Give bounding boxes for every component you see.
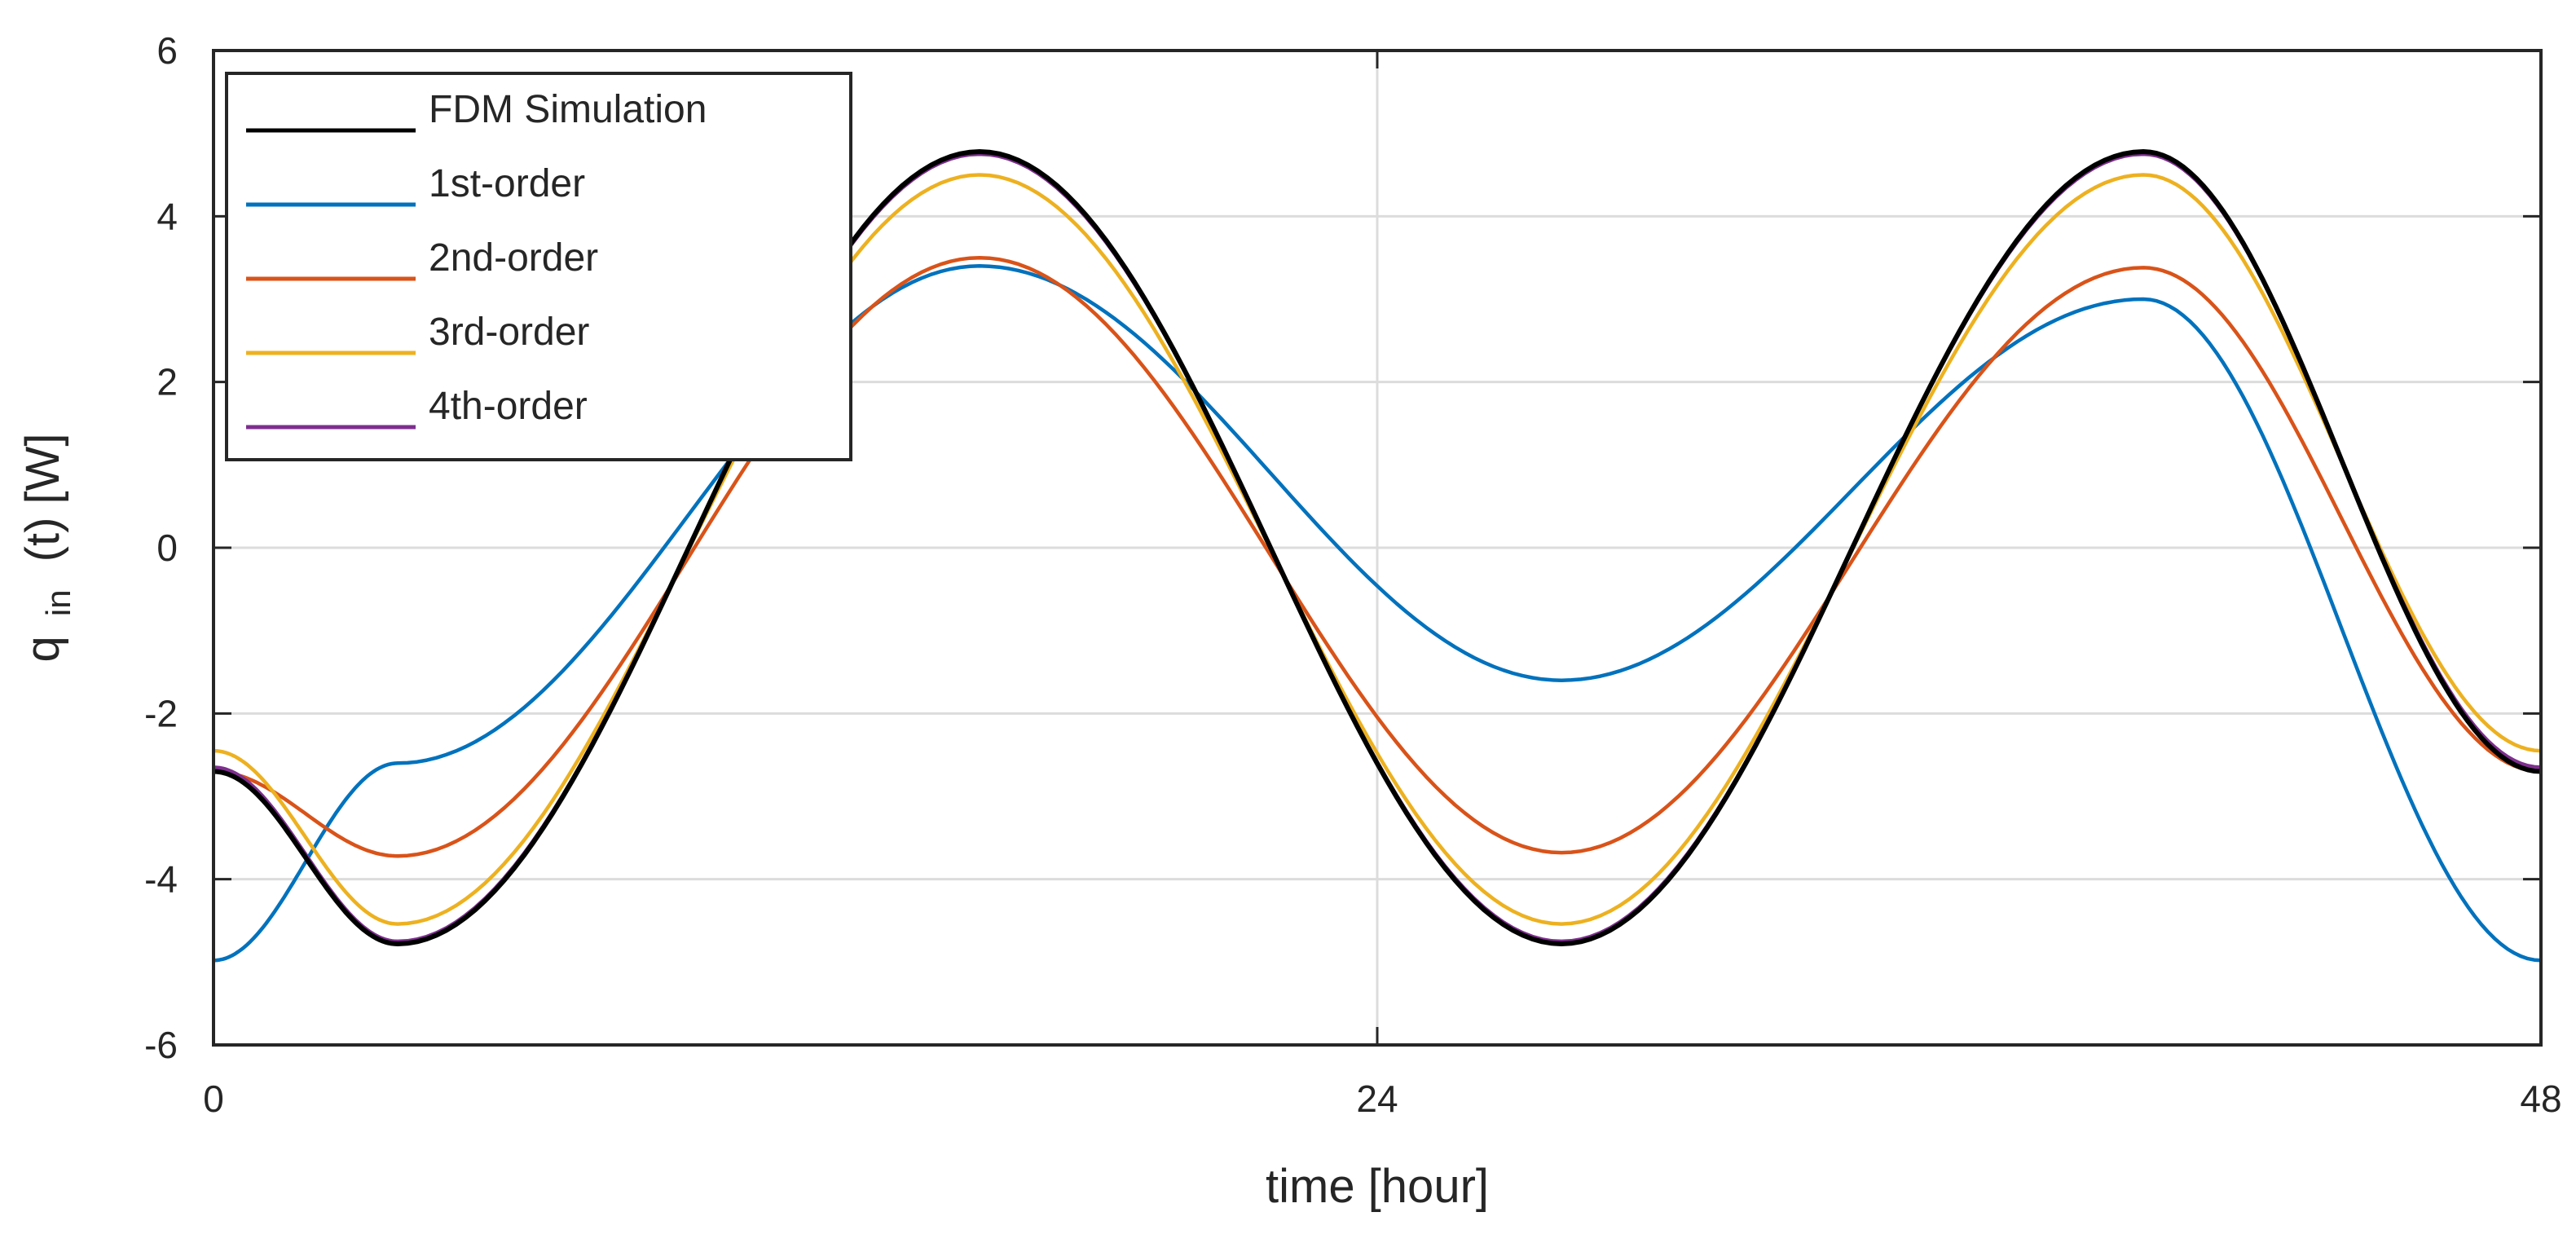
legend-label: FDM Simulation [429,88,707,131]
series-line-1 [213,149,2542,946]
y-axis-title: q in (t) [W] [16,433,81,662]
y-axis-title-rest: (t) [W] [16,433,69,562]
y-tick-label: 6 [156,29,178,72]
legend-box [225,72,852,461]
x-tick-label: 48 [2520,1078,2561,1120]
y-axis-title-main: q [16,636,69,662]
y-tick-label: -2 [144,692,178,734]
series-line-2 [213,264,2542,963]
x-tick-label: 0 [203,1078,224,1120]
legend-label: 2nd-order [429,236,598,280]
series-lines [213,149,2542,963]
y-axis-title-subscript: in [39,589,77,616]
y-tick-label: 2 [156,361,178,403]
legend: FDM Simulation 1st-order 2nd-order 3rd-orde… [225,72,852,461]
legend-label: 1st-order [429,162,585,205]
legend-label: 3rd-order [429,311,589,354]
x-axis-title: time [hour] [1266,1160,1489,1213]
y-tick-label: -6 [144,1024,178,1066]
legend-label: 4th-order [429,385,588,428]
y-tick-label: -4 [144,858,178,901]
x-tick-label: 24 [1356,1078,1398,1120]
series-line-3 [213,255,2542,858]
y-tick-label: 0 [156,527,178,569]
y-tick-label: 4 [156,195,178,237]
